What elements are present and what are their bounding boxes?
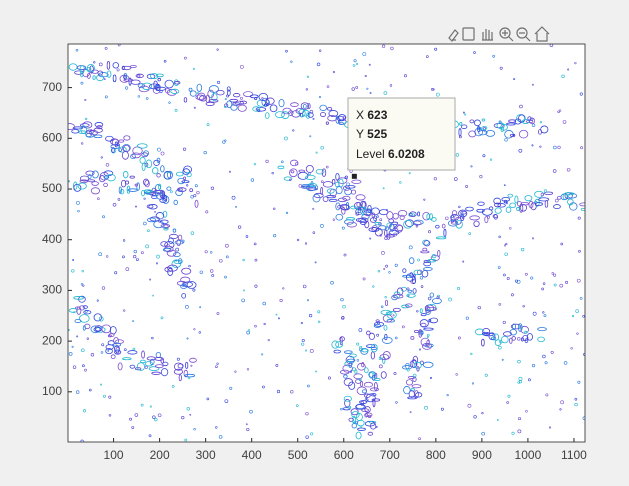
x-tick-label: 800 [426, 448, 446, 462]
datatip-x-value: 623 [367, 108, 387, 122]
datatip: X 623 Y 525 Level 6.0208 [348, 98, 455, 179]
datatip-marker [352, 174, 357, 179]
y-tick-label: 200 [42, 333, 62, 347]
datatip-y-label: Y [356, 127, 364, 141]
y-tick-label: 400 [42, 232, 62, 246]
datatip-level: Level 6.0208 [356, 147, 425, 161]
y-tick-label: 100 [42, 384, 62, 398]
y-tick-label: 500 [42, 181, 62, 195]
x-tick-label: 100 [104, 448, 124, 462]
x-tick-label: 300 [196, 448, 216, 462]
x-tick-label: 900 [472, 448, 492, 462]
page: 100 200 300 400 500 600 700 800 900 1000 1100 100 20… [0, 0, 629, 486]
datatip-y-value: 525 [367, 127, 387, 141]
axes-background [68, 44, 585, 442]
x-tick-label: 200 [150, 448, 170, 462]
x-tick-label: 1000 [515, 448, 542, 462]
y-tick-label: 600 [42, 130, 62, 144]
y-tick-label: 300 [42, 283, 62, 297]
figure: 100 200 300 400 500 600 700 800 900 1000 1100 100 20… [0, 0, 629, 486]
y-tick-label: 700 [42, 80, 62, 94]
x-tick-label: 1100 [561, 448, 587, 462]
datatip-level-value: 6.0208 [388, 147, 425, 161]
datatip-level-label: Level [356, 147, 385, 161]
datatip-y: Y 525 [356, 127, 387, 141]
x-tick-label: 500 [288, 448, 308, 462]
datatip-x: X 623 [356, 108, 388, 122]
datatip-x-label: X [356, 108, 364, 122]
x-tick-label: 400 [242, 448, 262, 462]
x-tick-label: 700 [380, 448, 400, 462]
x-tick-label: 600 [334, 448, 354, 462]
